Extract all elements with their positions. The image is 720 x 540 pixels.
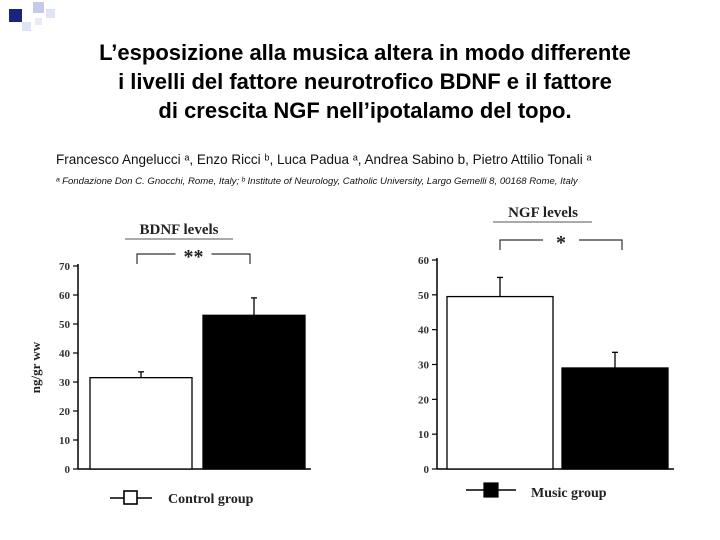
- authors-line: Francesco Angelucci ᵃ, Enzo Ricci ᵇ, Luc…: [56, 152, 592, 167]
- legend-control-label: Control group: [168, 492, 254, 507]
- y-tick-label: 10: [418, 429, 430, 441]
- y-tick-label: 30: [59, 377, 71, 389]
- accent-square-light: [22, 22, 31, 31]
- significance-marker: *: [556, 232, 566, 254]
- y-axis-label: ng/gr ww: [28, 341, 43, 393]
- slide-title: L’esposizione alla musica altera in modo…: [30, 38, 700, 125]
- y-tick-label: 40: [418, 325, 430, 337]
- y-tick-label: 70: [59, 261, 71, 273]
- y-tick-label: 10: [59, 435, 71, 447]
- bar-music: [561, 367, 669, 470]
- bar-music: [202, 314, 306, 470]
- bar-control: [89, 376, 193, 470]
- title-line: di crescita NGF nell’ipotalamo del topo.: [158, 98, 572, 123]
- significance-marker: **: [184, 246, 204, 268]
- accent-square-light: [35, 18, 42, 25]
- bar-control: [446, 295, 554, 470]
- legend-music-label: Music group: [531, 486, 607, 501]
- decorative-squares: [9, 2, 55, 31]
- chart-title: NGF levels: [508, 205, 578, 221]
- affiliation-line: ᵃ Fondazione Don C. Gnocchi, Rome, Italy…: [56, 176, 578, 187]
- significance-bracket: [136, 253, 251, 264]
- y-tick-label: 20: [59, 406, 71, 418]
- chart-title: BDNF levels: [139, 222, 218, 238]
- y-tick-label: 40: [59, 348, 71, 360]
- y-tick-label: 20: [418, 394, 430, 406]
- accent-square-light: [46, 9, 55, 18]
- y-tick-label: 0: [424, 464, 430, 476]
- y-tick-label: 60: [59, 290, 71, 302]
- legend-music-swatch: [483, 482, 499, 498]
- y-tick-label: 30: [418, 360, 430, 372]
- title-line: i livelli del fattore neurotrofico BDNF …: [118, 69, 612, 94]
- accent-square-dark: [9, 9, 22, 22]
- y-tick-label: 60: [418, 255, 430, 267]
- title-line: L’esposizione alla musica altera in modo…: [99, 40, 631, 65]
- legend-control-swatch: [123, 490, 138, 505]
- y-tick-label: 50: [59, 319, 71, 331]
- y-tick-label: 50: [418, 290, 430, 302]
- significance-bracket: [499, 239, 623, 250]
- y-tick-label: 0: [65, 464, 71, 476]
- accent-square-light: [33, 2, 44, 13]
